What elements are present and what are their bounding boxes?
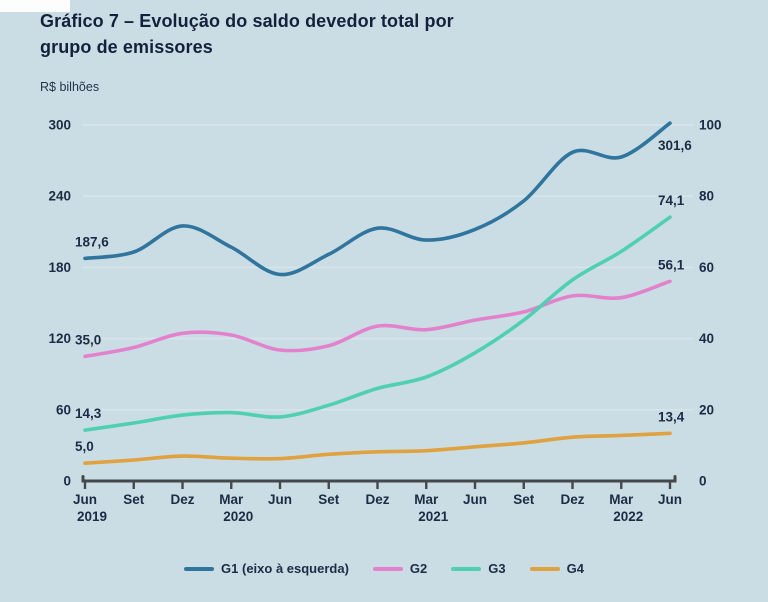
legend-swatch-g3 [451, 566, 482, 571]
right-axis-tick-60: 60 [699, 260, 714, 275]
x-label-month-7: Mar [414, 492, 439, 507]
right-axis-tick-20: 20 [699, 402, 714, 417]
x-label-month-4: Jun [268, 492, 292, 507]
x-label-month-5: Set [318, 492, 340, 507]
x-label-month-0: Jun [73, 492, 97, 507]
legend-swatch-g4 [529, 566, 560, 571]
x-label-year-2022: 2022 [613, 509, 643, 524]
legend-item-g1: G1 (eixo à esquerda) [184, 561, 349, 576]
chart-title-line-2: grupo de emissores [40, 37, 213, 58]
left-axis-tick-300: 300 [48, 118, 71, 133]
series-line-g1 [83, 121, 672, 277]
x-label-month-3: Mar [219, 492, 244, 507]
start-label-g4: 5,0 [75, 439, 94, 454]
left-axis-tick-60: 60 [56, 402, 71, 417]
chart-legend: G1 (eixo à esquerda) G2 G3 G4 [0, 561, 768, 576]
end-label-g3: 74,1 [658, 193, 685, 208]
x-axis [81, 475, 677, 489]
legend-label-g1: G1 (eixo à esquerda) [221, 561, 349, 576]
start-label-g1: 187,6 [75, 234, 109, 249]
start-label-g2: 35,0 [75, 332, 101, 347]
left-axis-tick-0: 0 [63, 474, 71, 489]
x-label-year-2020: 2020 [223, 509, 253, 524]
left-axis-tick-240: 240 [48, 189, 71, 204]
left-axis-tick-180: 180 [48, 260, 71, 275]
chart-title-line-1: Gráfico 7 – Evolução do saldo devedor to… [40, 11, 454, 31]
legend-item-g4: G4 [529, 561, 584, 576]
right-axis-tick-80: 80 [699, 189, 714, 204]
x-label-year-2019: 2019 [77, 509, 107, 524]
end-label-g1: 301,6 [658, 138, 692, 153]
legend-swatch-g1 [184, 566, 215, 571]
legend-label-g2: G2 [409, 561, 428, 576]
legend-label-g4: G4 [566, 561, 584, 576]
series-line-g4 [83, 431, 672, 465]
chart-title: Gráfico 7 – Evolução do saldo devedor to… [40, 8, 454, 60]
right-axis-tick-0: 0 [699, 474, 707, 489]
x-label-month-6: Dez [365, 492, 389, 507]
end-label-g2: 56,1 [658, 257, 685, 272]
left-axis-tick-120: 120 [48, 331, 71, 346]
start-label-g3: 14,3 [75, 406, 102, 421]
legend-label-g3: G3 [488, 561, 506, 576]
series-line-g2 [83, 279, 672, 359]
x-label-month-9: Set [513, 492, 535, 507]
legend-item-g2: G2 [372, 561, 428, 576]
legend-swatch-g2 [372, 566, 403, 571]
right-axis-tick-40: 40 [699, 331, 714, 346]
left-axis-tick-labels: 0 60 120 180 240 300 [48, 118, 71, 489]
x-axis-line [81, 475, 677, 483]
series-line-g3 [83, 215, 672, 432]
legend-item-g3: G3 [451, 561, 506, 576]
right-axis-tick-100: 100 [699, 118, 722, 133]
x-label-month-2: Dez [170, 492, 194, 507]
x-axis-labels: Jun Set Dez Mar Jun Set Dez Mar Jun Set Dez Mar Jun 2… [73, 492, 682, 524]
gridlines [83, 124, 693, 411]
x-label-month-1: Set [123, 492, 145, 507]
x-label-month-8: Jun [463, 492, 487, 507]
end-label-g4: 13,4 [658, 409, 685, 424]
page-corner-artifact [0, 0, 70, 12]
data-labels: 187,6 301,6 35,0 56,1 14,3 74,1 5,0 13,4 [75, 138, 692, 454]
right-axis-tick-labels: 0 20 40 60 80 100 [699, 118, 722, 489]
x-label-month-12: Jun [658, 492, 682, 507]
x-label-month-10: Dez [560, 492, 584, 507]
x-label-year-2021: 2021 [418, 509, 449, 524]
axis-units-label: R$ bilhões [40, 80, 100, 94]
x-label-month-11: Mar [609, 492, 634, 507]
